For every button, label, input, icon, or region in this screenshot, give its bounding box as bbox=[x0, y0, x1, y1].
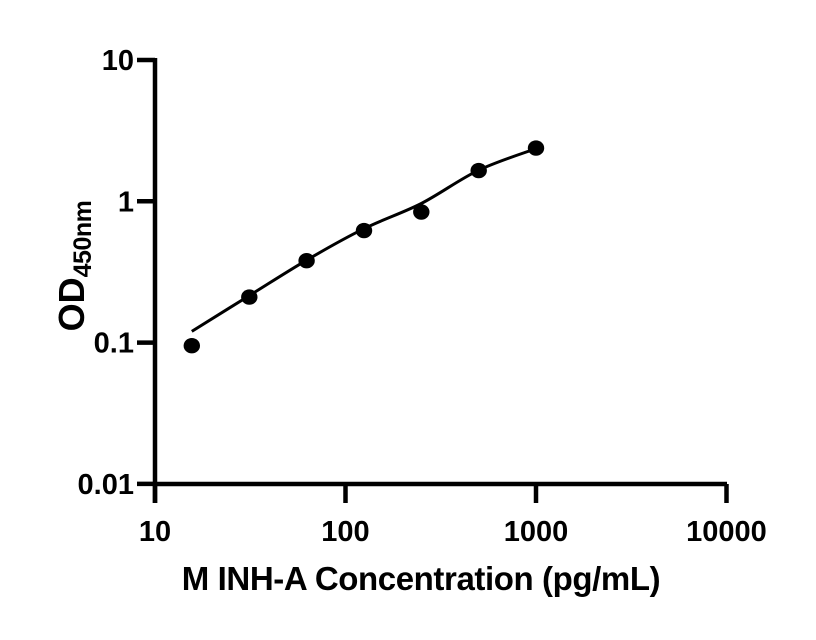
x-tick-label: 100 bbox=[321, 516, 369, 548]
data-point bbox=[470, 162, 487, 179]
data-point bbox=[241, 289, 258, 305]
y-axis-title-subscript: 450nm bbox=[69, 200, 97, 278]
data-point bbox=[183, 338, 200, 354]
y-axis-title-main: OD bbox=[51, 277, 92, 332]
x-tick-label: 10000 bbox=[686, 516, 767, 548]
x-axis-title: M INH-A Concentration (pg/mL) bbox=[181, 560, 661, 597]
data-point bbox=[413, 204, 430, 220]
data-point bbox=[355, 222, 373, 239]
data-point bbox=[298, 253, 315, 269]
data-point bbox=[527, 140, 545, 156]
y-tick-label: 10 bbox=[102, 45, 134, 77]
y-axis-title: OD450nm bbox=[51, 201, 97, 332]
x-tick-label: 10 bbox=[139, 516, 171, 548]
y-tick-label: 1 bbox=[118, 186, 134, 218]
y-tick-label: 0.1 bbox=[94, 328, 134, 360]
x-tick-label: 1000 bbox=[504, 516, 569, 548]
y-tick-label: 0.01 bbox=[78, 469, 134, 501]
